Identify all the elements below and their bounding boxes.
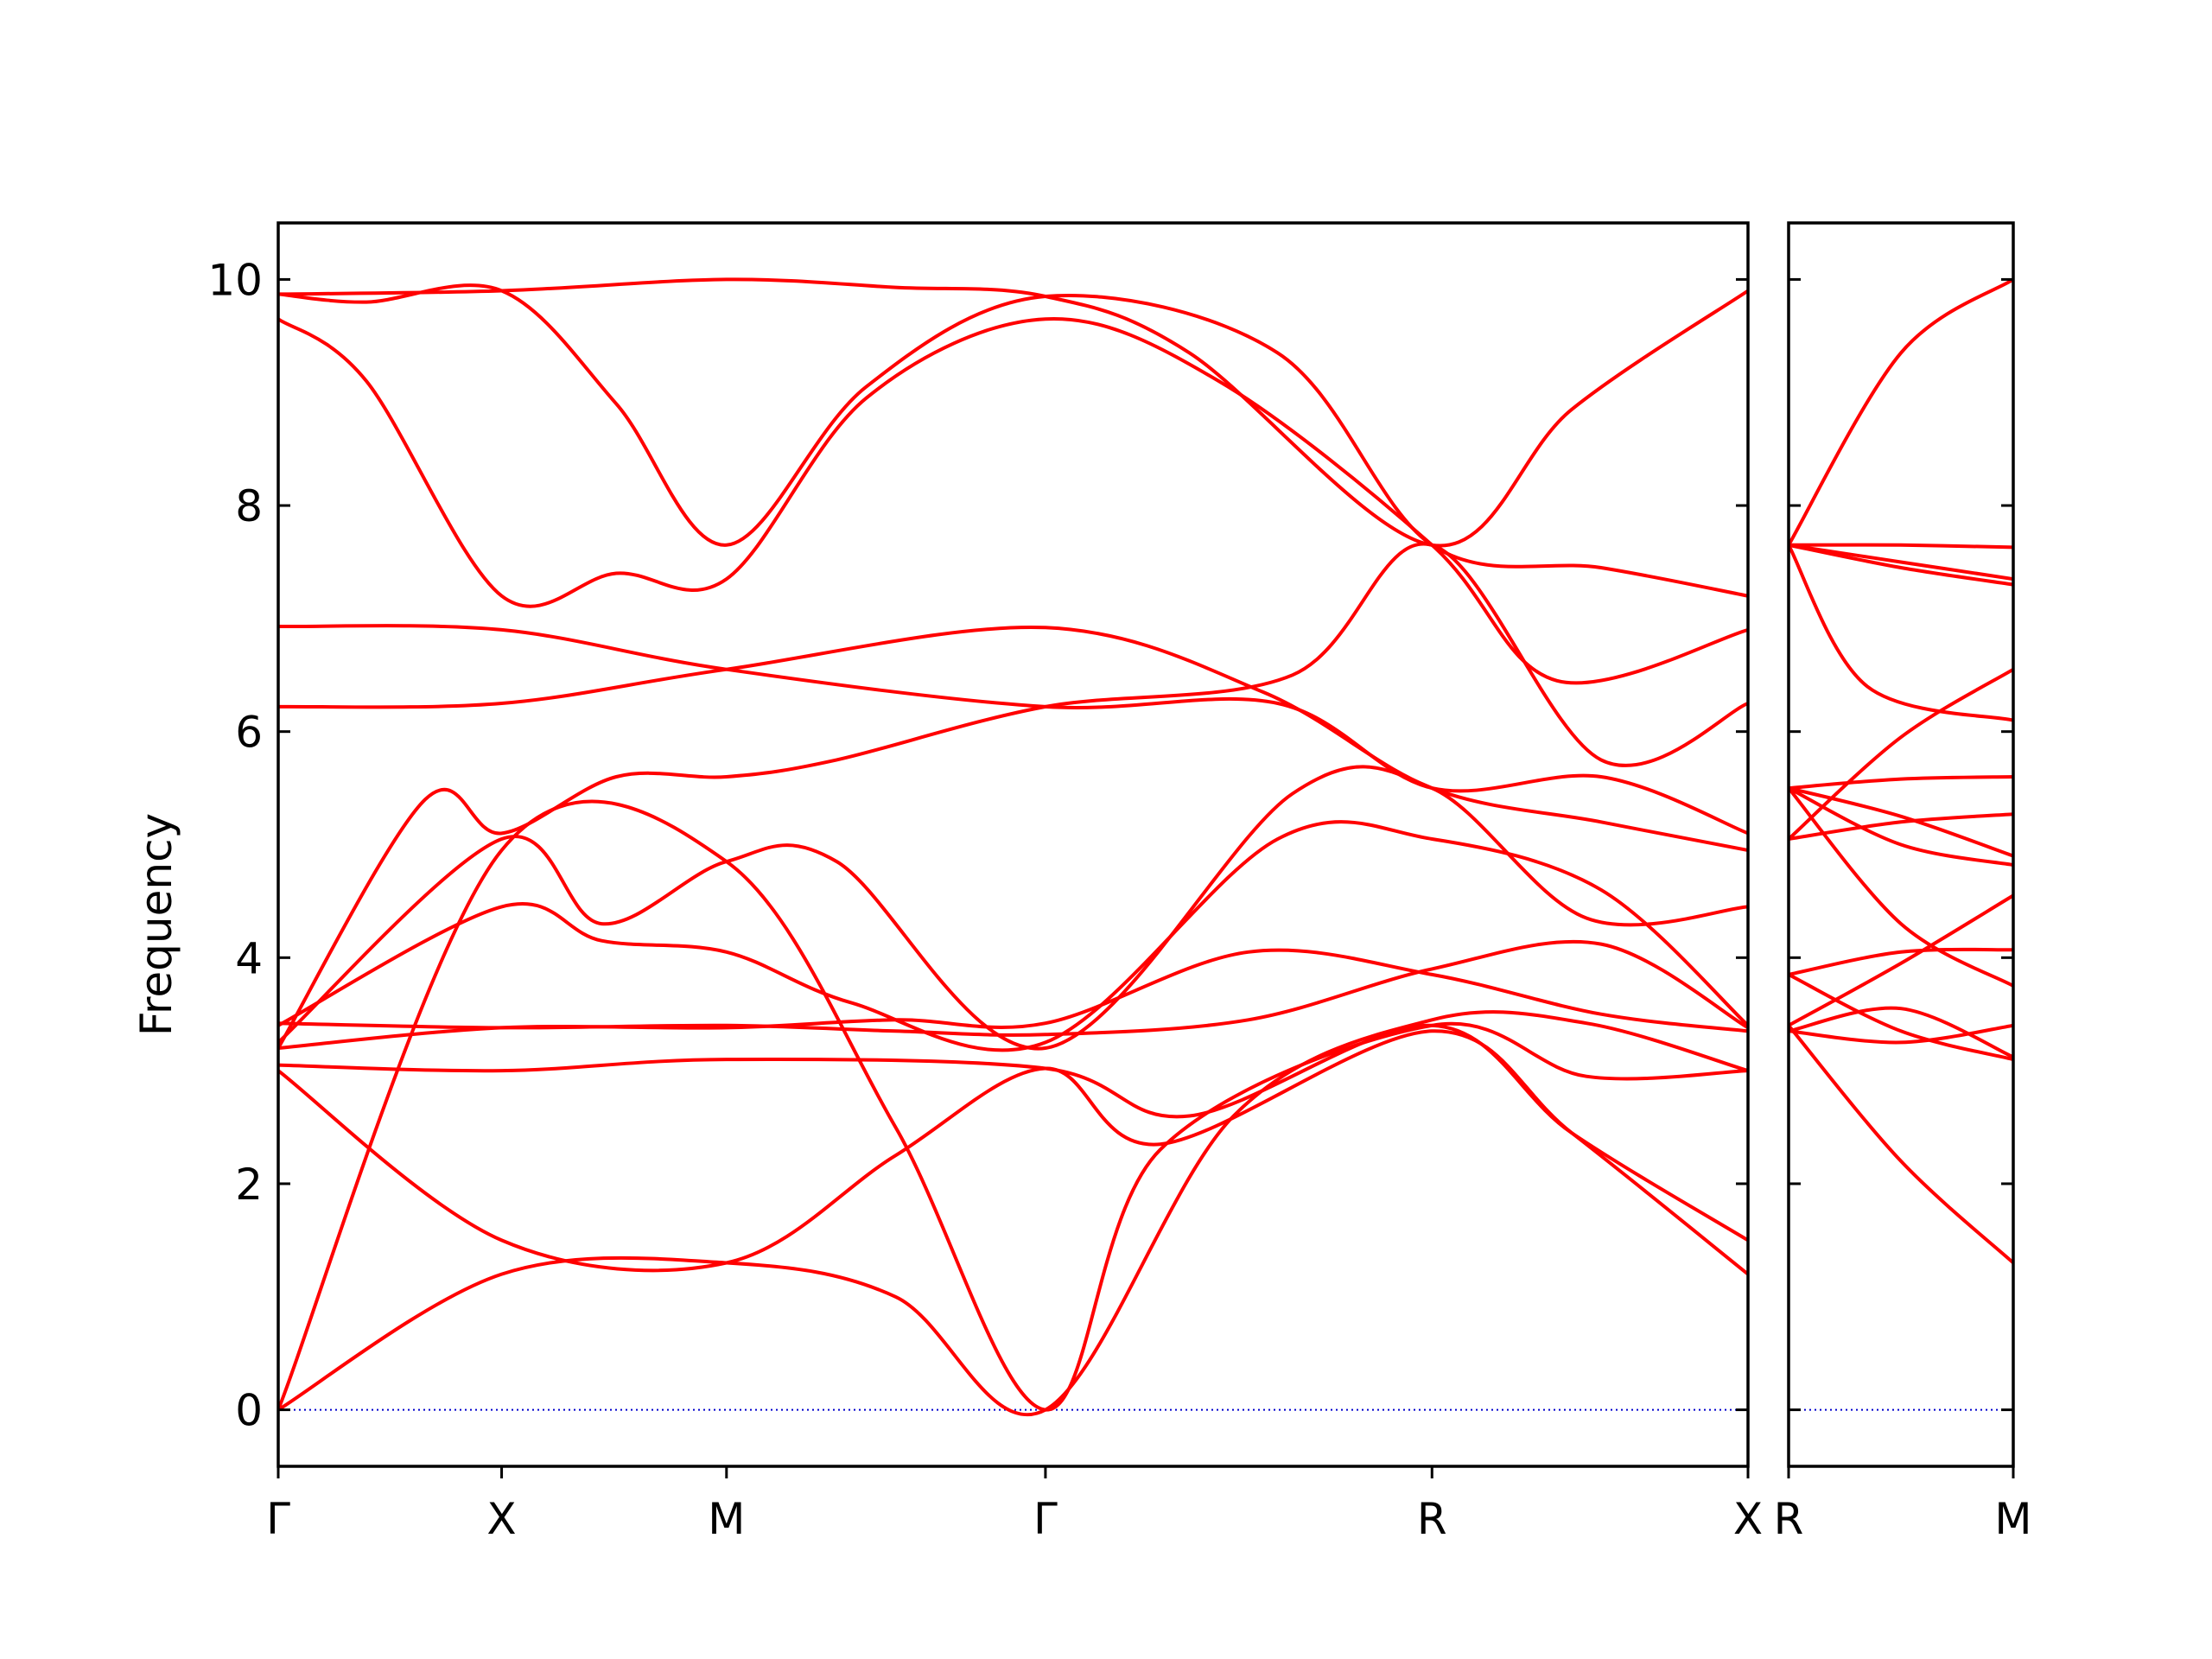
x-tick-label: X xyxy=(486,1494,516,1544)
band-line-right-13 xyxy=(1789,947,2013,976)
x-tick-label: R xyxy=(1774,1494,1804,1544)
band-line-right-8 xyxy=(1789,786,2013,858)
band-line-right-11 xyxy=(1789,812,2013,841)
band-line-main-14 xyxy=(278,799,1748,1412)
band-line-main-6 xyxy=(278,542,1748,1050)
x-tick-label: Γ xyxy=(266,1494,290,1544)
x-tick-label: R xyxy=(1417,1494,1447,1544)
x-tick-label: M xyxy=(1994,1494,2031,1544)
y-tick-label: 8 xyxy=(235,481,263,531)
band-line-right-5 xyxy=(1789,543,2013,722)
plot-frame-right xyxy=(1787,221,2015,1468)
band-line-right-15 xyxy=(1789,1006,2013,1059)
band-line-main-11 xyxy=(278,1023,1748,1243)
y-axis-label: Frequency xyxy=(131,813,181,1036)
band-line-main-3 xyxy=(278,283,1748,598)
band-line-right-4 xyxy=(1789,543,2013,587)
y-tick-label: 2 xyxy=(235,1160,263,1210)
x-tick-label: M xyxy=(708,1494,745,1544)
y-axis: 0 2 4 6 8 10 xyxy=(207,255,263,1435)
band-line-main-7 xyxy=(278,765,1748,1051)
plot-frame-main xyxy=(276,221,1750,1468)
y-tick-label: 4 xyxy=(235,933,263,983)
band-line-right-17 xyxy=(1789,1023,2013,1265)
band-line-right-3 xyxy=(1789,543,2013,582)
band-line-main-5 xyxy=(278,625,1748,852)
band-line-right-7 xyxy=(1789,775,2013,791)
band-line-right-16 xyxy=(1789,1023,2013,1045)
band-line-main-1 xyxy=(278,277,1748,548)
x-tick-label: X xyxy=(1733,1494,1763,1544)
band-line-right-9 xyxy=(1789,786,2013,867)
band-line-right-12 xyxy=(1789,893,2013,1027)
x-tick-label: Γ xyxy=(1033,1494,1058,1544)
band-line-main-4 xyxy=(278,624,1748,836)
band-line-main-2 xyxy=(278,316,1748,685)
band-line-right-6 xyxy=(1789,667,2013,841)
band-line-right-2 xyxy=(1789,543,2013,550)
band-line-main-10 xyxy=(278,939,1748,1037)
y-tick-label: 6 xyxy=(235,708,263,758)
y-tick-label: 0 xyxy=(235,1386,263,1436)
band-line-right-14 xyxy=(1789,972,2013,1062)
band-line-main-12 xyxy=(278,1029,1748,1276)
band-line-right-10 xyxy=(1789,786,2013,988)
band-line-main-8 xyxy=(278,820,1748,1052)
band-line-right-1 xyxy=(1789,277,2013,547)
y-tick-label: 10 xyxy=(207,255,263,305)
